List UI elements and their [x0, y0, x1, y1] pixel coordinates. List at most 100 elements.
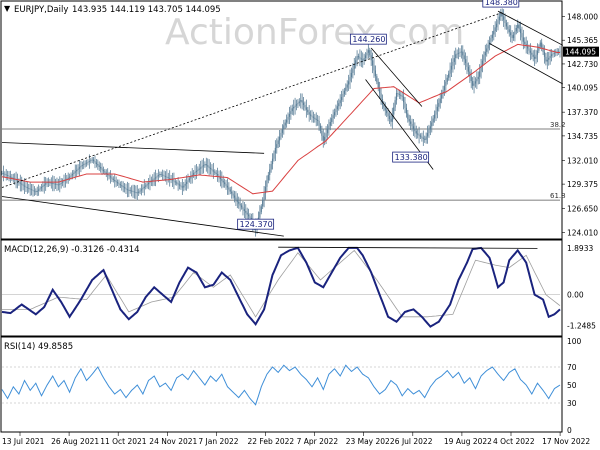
candle-body: [379, 87, 381, 94]
candle-body: [53, 183, 55, 185]
candle-body: [407, 113, 409, 120]
candle-body: [25, 186, 27, 188]
date-tick-label: 11 Oct 2021: [100, 437, 147, 446]
candle-body: [281, 129, 284, 133]
candle-body: [28, 187, 30, 189]
candle-body: [376, 76, 378, 82]
candle-body: [495, 23, 498, 28]
candle-body: [386, 110, 388, 114]
candle-body: [142, 187, 144, 190]
candle-body: [207, 165, 209, 167]
candle-body: [173, 180, 175, 182]
candle-body: [307, 109, 309, 113]
candle-body: [198, 168, 200, 170]
candle-body: [349, 77, 351, 82]
price-panel-frame: [0, 0, 563, 240]
candle-body: [146, 184, 148, 186]
candle-body: [249, 216, 251, 219]
candle-body: [335, 109, 337, 113]
candle-body: [273, 153, 275, 159]
candle-body: [311, 115, 313, 117]
price-label-text: 148.380: [485, 0, 518, 7]
candle-body: [333, 112, 336, 116]
candle-body: [284, 122, 286, 126]
rsi-tick-label: 0: [567, 426, 572, 435]
candle-body: [70, 175, 72, 177]
candle-body: [356, 56, 358, 61]
price-tick-label: 145.365: [567, 36, 598, 45]
candle-body: [132, 191, 134, 192]
candle-body: [114, 179, 116, 182]
rsi-plot: [1, 364, 561, 406]
price-label-text: 124.370: [240, 220, 273, 229]
candle-body: [535, 54, 537, 59]
candle-body: [88, 161, 90, 162]
date-tick-label: 13 Jul 2021: [2, 437, 45, 446]
candle-body: [501, 13, 503, 17]
candle-body: [149, 181, 151, 183]
candle-body: [204, 164, 206, 166]
candle-body: [553, 52, 555, 54]
candle-body: [503, 16, 505, 20]
candle-body: [145, 185, 147, 187]
candle-body: [211, 169, 213, 171]
price-label-box: [237, 218, 275, 230]
candle-body: [118, 183, 120, 185]
trendline: [489, 43, 564, 85]
candle-body: [324, 136, 326, 141]
candle-body: [214, 171, 216, 173]
candle-body: [452, 61, 454, 66]
candle-body: [308, 112, 310, 115]
candle-body: [353, 64, 355, 69]
candle-body: [453, 58, 455, 62]
candle-body: [338, 103, 340, 107]
candle-body: [40, 187, 43, 189]
candle-body: [480, 66, 482, 72]
candle-body: [46, 182, 48, 184]
candle-body: [116, 182, 119, 184]
candle-body: [125, 188, 127, 190]
candle-body: [377, 81, 379, 88]
candle-body: [242, 207, 244, 210]
candle-body: [348, 81, 350, 85]
macd-tick-label: 0.00: [567, 291, 584, 300]
candle-body: [22, 184, 24, 186]
macd-title: MACD(12,26,9) -0.3126 -0.4314: [4, 245, 140, 255]
candle-body: [314, 117, 316, 119]
candle-body: [98, 165, 100, 167]
candle-body: [270, 164, 272, 170]
candle-body: [21, 183, 23, 185]
candle-body: [442, 90, 444, 95]
rsi-tick-label: 50: [567, 381, 577, 390]
candle-body: [462, 51, 464, 56]
candle-body: [302, 102, 305, 105]
candle-body: [487, 45, 489, 49]
price-plot: 38.2 61.8 148.380 144.260 133.380 124.370 144.…: [1, 0, 599, 237]
candle-body: [184, 183, 186, 186]
candle-body: [54, 183, 57, 185]
candle-body: [490, 38, 492, 42]
candle-body: [243, 209, 245, 211]
candle-body: [315, 118, 317, 120]
candle-body: [30, 189, 33, 191]
candle-body: [104, 171, 106, 173]
date-tick-label: 7 Apr 2022: [297, 437, 339, 446]
candle-body: [174, 181, 176, 183]
candle-body: [526, 46, 529, 49]
candle-body: [500, 13, 502, 17]
candle-body: [177, 183, 179, 185]
candle-body: [246, 212, 248, 215]
candle-body: [226, 185, 229, 188]
candle-body: [548, 57, 550, 60]
candle-body: [505, 23, 508, 27]
candle-body: [493, 30, 495, 35]
candle-body: [445, 81, 447, 86]
candle-body: [133, 191, 136, 193]
candle-body: [484, 51, 486, 56]
candle-body: [202, 165, 205, 167]
candle-body: [215, 172, 217, 174]
candle-body: [194, 171, 196, 174]
candle-body: [400, 94, 402, 96]
collapse-triangle-icon[interactable]: ▼: [4, 4, 11, 13]
candle-body: [369, 50, 371, 56]
